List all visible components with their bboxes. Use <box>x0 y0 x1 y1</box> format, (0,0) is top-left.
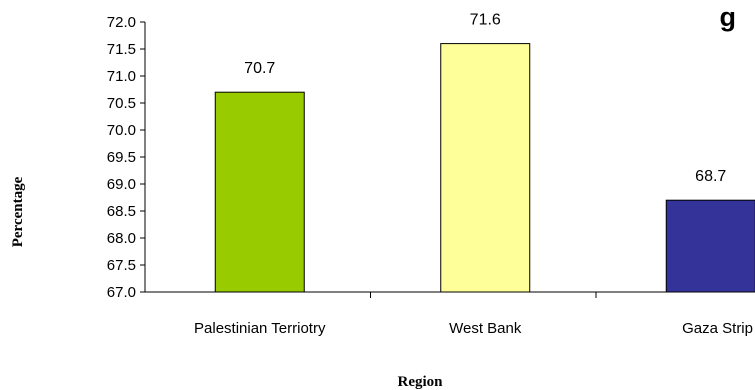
x-category-label: Palestinian Terriotry <box>194 320 326 337</box>
y-tick-label: 70.0 <box>107 122 136 139</box>
data-label: 70.7 <box>244 60 275 77</box>
data-label: 71.6 <box>470 12 501 29</box>
data-label: 68.7 <box>695 168 726 185</box>
x-category-label: Gaza Strip <box>682 320 753 337</box>
y-tick-label: 67.5 <box>107 257 136 274</box>
y-tick-label: 68.5 <box>107 203 136 220</box>
plot-area: 67.0 67.5 68.0 68.5 69.0 69.5 70.0 70.5 71.0 71.5… <box>107 12 755 337</box>
y-tick-label: 72.0 <box>107 14 136 31</box>
bar <box>665 199 755 293</box>
y-tick-label: 70.5 <box>107 95 136 112</box>
bar <box>214 91 305 293</box>
x-category-label: West Bank <box>449 320 522 337</box>
y-tick-label: 69.0 <box>107 176 136 193</box>
y-tick-label: 67.0 <box>107 284 136 301</box>
chart-title: g <box>720 2 737 32</box>
y-tick-label: 71.5 <box>107 41 136 58</box>
x-axis-title: Region <box>398 374 444 390</box>
y-tick-label: 71.0 <box>107 68 136 85</box>
bar <box>440 43 531 293</box>
y-tick-label: 68.0 <box>107 230 136 247</box>
y-tick-label: 69.5 <box>107 149 136 166</box>
y-axis-title: Percentage <box>10 176 26 247</box>
